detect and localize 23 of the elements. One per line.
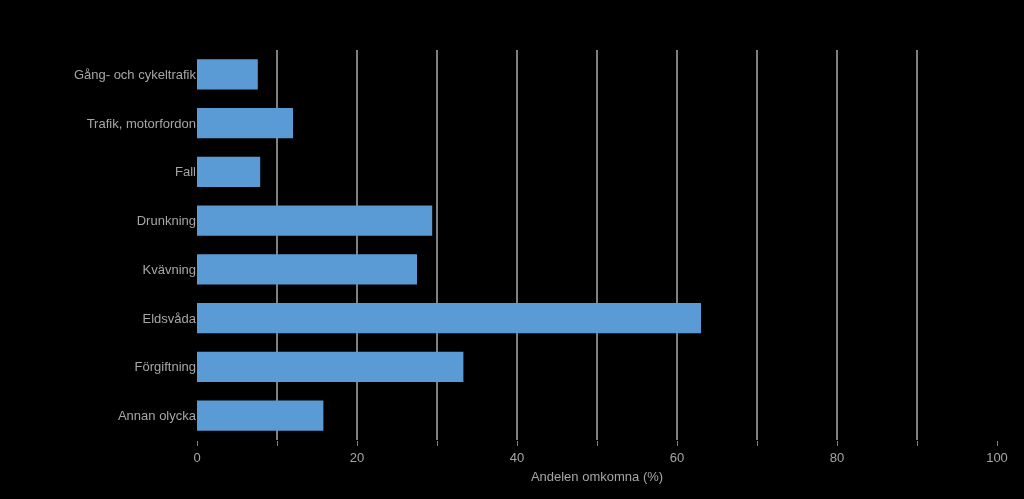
y-tick-label: Annan olycka [117,408,197,424]
bar [197,351,464,382]
x-tick-label: 20 [349,449,365,465]
y-tick-label: Förgiftning [134,359,196,375]
bar [197,254,417,285]
x-tick-label: 60 [669,449,685,465]
y-tick-label: Trafik, motorfordon [86,115,196,131]
x-tick-label: 40 [509,449,525,465]
x-tick-label: 100 [986,449,1008,465]
x-tick-label: 80 [829,449,845,465]
y-tick-label: Kvävning [142,261,196,277]
y-tick-label: Eldsvåda [142,310,197,326]
y-tick-label: Gång- och cykeltrafik [73,66,197,82]
x-tick-label: 0 [193,449,201,465]
bar [197,59,258,90]
bar [197,156,261,187]
x-axis-title: Andelen omkomna (%) [530,469,664,485]
bar [197,303,701,334]
bar [197,400,324,431]
y-tick-label: Drunkning [136,213,196,229]
y-tick-label: Fall [175,164,197,180]
bar [197,108,293,139]
bar [197,205,433,236]
